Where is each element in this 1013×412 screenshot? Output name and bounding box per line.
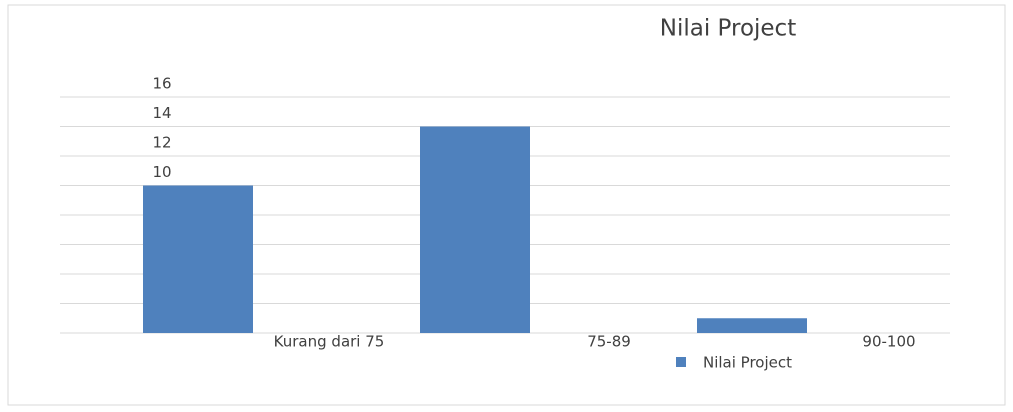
y-tick-label: 12 [152, 134, 171, 152]
legend-swatch [676, 357, 686, 367]
y-tick-label: 10 [152, 163, 171, 181]
chart-title: Nilai Project [660, 16, 796, 42]
x-tick-label: Kurang dari 75 [274, 333, 385, 351]
y-tick-label: 16 [152, 75, 171, 93]
bar [420, 126, 530, 333]
bar [143, 185, 253, 333]
bar [697, 318, 807, 333]
legend-label: Nilai Project [703, 354, 792, 372]
x-tick-label: 75-89 [587, 333, 631, 351]
x-tick-label: 90-100 [862, 333, 915, 351]
y-tick-label: 14 [152, 104, 171, 122]
